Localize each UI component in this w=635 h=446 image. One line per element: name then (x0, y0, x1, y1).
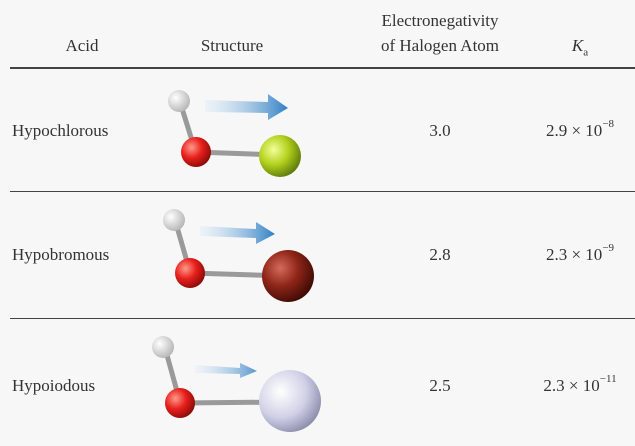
ka-value: 2.9 × 10−8 (545, 118, 615, 141)
row-rule (10, 318, 635, 319)
row-rule (10, 191, 635, 192)
ka-symbol: K (571, 36, 584, 55)
header-electronegativity: of Halogen Atom (380, 36, 500, 55)
molecule-hobr (163, 209, 314, 302)
acid-name: Hypoiodous (12, 376, 96, 395)
molecule-hocl (168, 90, 301, 177)
ka-exponent: −9 (602, 242, 615, 254)
header-structure: Structure (200, 36, 264, 55)
header-electronegativity: Electronegativity (381, 11, 499, 30)
ka-mantissa: 2.3 × 10 (543, 376, 600, 395)
ka-value: 2.3 × 10−9 (545, 242, 615, 265)
molecule-hoi (152, 336, 321, 432)
electronegativity: 2.8 (429, 245, 451, 264)
acid-name: Hypobromous (12, 245, 110, 264)
ka-value: 2.3 × 10−11 (543, 373, 617, 396)
electronegativity: 3.0 (429, 121, 451, 140)
electronegativity: 2.5 (429, 376, 451, 395)
ka-exponent: −8 (602, 118, 615, 130)
header-acid: Acid (65, 36, 99, 55)
header-rule (10, 67, 635, 69)
header-ka: Ka (572, 36, 588, 58)
ka-exponent: −11 (599, 373, 617, 385)
acid-name: Hypochlorous (12, 121, 109, 140)
ka-mantissa: 2.9 × 10 (545, 121, 603, 140)
ka-subscript: a (583, 46, 589, 59)
ka-mantissa: 2.3 × 10 (545, 245, 603, 264)
